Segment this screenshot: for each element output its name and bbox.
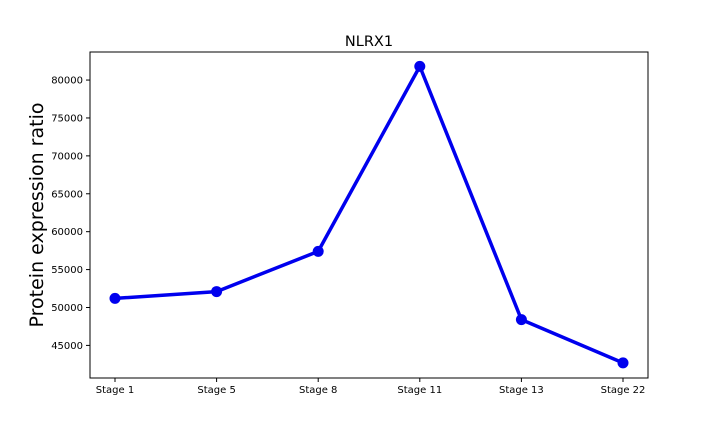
chart-title: NLRX1 — [345, 34, 393, 50]
plot-frame — [89, 51, 649, 379]
y-tick-label: 75000 — [51, 113, 83, 124]
data-point — [414, 60, 426, 72]
y-tick-label: 65000 — [51, 189, 83, 200]
x-tick-label: Stage 22 — [601, 385, 646, 396]
data-point — [211, 286, 223, 298]
y-axis: 45000 50000 55000 60000 65000 70000 75000 80000 — [51, 76, 90, 352]
y-axis-label: Protein expression ratio — [26, 103, 48, 328]
y-tick-label: 70000 — [51, 151, 83, 162]
x-tick-label: Stage 1 — [96, 385, 134, 396]
x-axis: Stage 1 Stage 5 Stage 8 Stage 11 Stage 13 Sta… — [96, 378, 646, 396]
y-tick-label: 45000 — [51, 341, 83, 352]
series-layer — [109, 60, 629, 369]
data-point — [109, 292, 121, 304]
x-tick-label: Stage 8 — [299, 385, 337, 396]
x-tick-label: Stage 5 — [197, 385, 235, 396]
series-line — [114, 64, 624, 365]
y-tick-label: 60000 — [51, 227, 83, 238]
y-tick-label: 50000 — [51, 303, 83, 314]
x-tick-label: Stage 11 — [397, 385, 442, 396]
x-tick-label: Stage 13 — [499, 385, 544, 396]
y-tick-label: 55000 — [51, 265, 83, 276]
y-tick-label: 80000 — [51, 76, 83, 87]
data-point — [312, 245, 324, 257]
data-point — [515, 314, 527, 326]
data-point — [617, 357, 629, 369]
